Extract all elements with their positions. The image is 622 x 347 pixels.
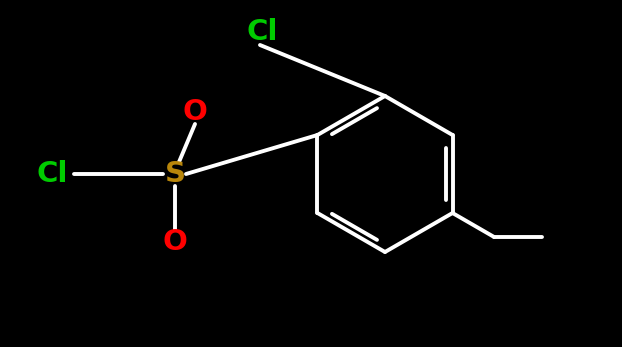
Text: Cl: Cl <box>36 160 68 188</box>
Text: S: S <box>164 160 185 188</box>
Text: O: O <box>183 98 208 126</box>
Text: Cl: Cl <box>246 18 278 46</box>
Text: O: O <box>162 228 187 256</box>
